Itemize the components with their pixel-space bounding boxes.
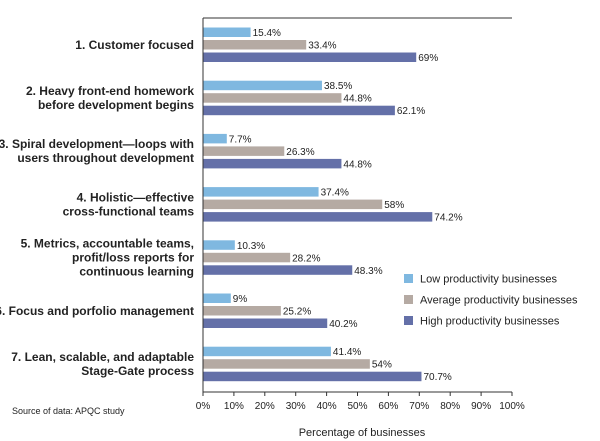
x-tick-label: 90% bbox=[471, 401, 491, 412]
x-tick-label: 40% bbox=[317, 401, 337, 412]
bar bbox=[203, 346, 331, 357]
bar bbox=[203, 359, 370, 369]
bar bbox=[203, 187, 319, 197]
x-tick-label: 30% bbox=[286, 401, 306, 412]
bar-value-label: 44.8% bbox=[343, 159, 371, 170]
bar-value-label: 10.3% bbox=[237, 241, 265, 252]
bar bbox=[203, 80, 322, 91]
bar bbox=[203, 318, 328, 328]
legend-label: High productivity businesses bbox=[420, 316, 560, 328]
bar bbox=[203, 371, 422, 382]
bar-value-label: 40.2% bbox=[329, 319, 357, 330]
category-labels: 1. Customer focused 2. Heavy front-end ho… bbox=[0, 38, 194, 378]
bar bbox=[203, 146, 285, 156]
bar bbox=[203, 93, 342, 103]
x-tick-label: 70% bbox=[409, 401, 429, 412]
bar-value-label: 7.7% bbox=[229, 134, 252, 145]
bar-value-label: 44.8% bbox=[343, 94, 371, 105]
x-tick-label: 10% bbox=[224, 401, 244, 412]
bar-value-label: 15.4% bbox=[253, 28, 281, 39]
bar-value-label: 70.7% bbox=[423, 372, 451, 383]
bar bbox=[203, 27, 251, 37]
legend-swatch bbox=[404, 295, 413, 304]
category-label: 5. Metrics, accountable teams, profit/los… bbox=[21, 237, 195, 279]
legend-swatch bbox=[404, 316, 413, 325]
bar bbox=[203, 133, 227, 144]
bar-value-label: 37.4% bbox=[321, 188, 349, 199]
x-tick-label: 100% bbox=[499, 401, 525, 412]
x-tick-label: 0% bbox=[196, 401, 211, 412]
bar bbox=[203, 265, 353, 275]
bar bbox=[203, 40, 307, 50]
bar-value-label: 33.4% bbox=[308, 41, 336, 52]
bar bbox=[203, 293, 231, 303]
axes-layer: 0% 10% 20% 30% 40% 50% 60% 70% 80% 90% 100% bbox=[196, 17, 525, 412]
legend-label: Low productivity businesses bbox=[420, 274, 557, 286]
category-label: 4. Holistic—effective cross-functional te… bbox=[63, 190, 195, 218]
x-tick-label: 20% bbox=[255, 401, 275, 412]
legend: Low productivity businesses Average produ… bbox=[404, 274, 578, 328]
bar-value-label: 28.2% bbox=[292, 253, 320, 264]
category-label: 2. Heavy front-end homework before develo… bbox=[26, 84, 194, 112]
source-note: Source of data: APQC study bbox=[12, 406, 125, 416]
bar-value-label: 62.1% bbox=[397, 106, 425, 117]
bar bbox=[203, 52, 417, 62]
bar-value-label: 9% bbox=[233, 294, 248, 305]
category-label: 7. Lean, scalable, and adaptable Stage-Ga… bbox=[11, 350, 194, 378]
bar bbox=[203, 252, 291, 263]
bar bbox=[203, 240, 235, 250]
bar-value-label: 54% bbox=[372, 360, 392, 371]
x-tick-label: 50% bbox=[347, 401, 367, 412]
bar-value-label: 69% bbox=[418, 53, 438, 64]
bar-value-label: 38.5% bbox=[324, 81, 352, 92]
x-tick-label: 60% bbox=[378, 401, 398, 412]
category-label: 1. Customer focused bbox=[75, 38, 194, 52]
bar-value-label: 26.3% bbox=[286, 147, 314, 158]
bar-value-label: 25.2% bbox=[283, 307, 311, 318]
bars-layer: 15.4% 33.4% 69% 38.5% 44.8% 62.1% 7.7% 26.3% 44.… bbox=[203, 27, 463, 383]
x-tick-label: 80% bbox=[440, 401, 460, 412]
bar bbox=[203, 158, 342, 169]
bar-value-label: 41.4% bbox=[333, 347, 361, 358]
legend-swatch bbox=[404, 274, 413, 283]
bar-value-label: 48.3% bbox=[354, 266, 382, 277]
bar bbox=[203, 199, 383, 210]
bar-value-label: 58% bbox=[384, 200, 404, 211]
x-axis-title: Percentage of businesses bbox=[299, 427, 426, 439]
bar-value-label: 74.2% bbox=[434, 213, 462, 224]
bar bbox=[203, 212, 433, 222]
legend-label: Average productivity businesses bbox=[420, 295, 578, 307]
category-label: 3. Spiral development—loops with users th… bbox=[0, 137, 194, 165]
bar bbox=[203, 306, 281, 316]
category-label: 6. Focus and porfolio management bbox=[0, 304, 194, 318]
bar bbox=[203, 105, 395, 116]
